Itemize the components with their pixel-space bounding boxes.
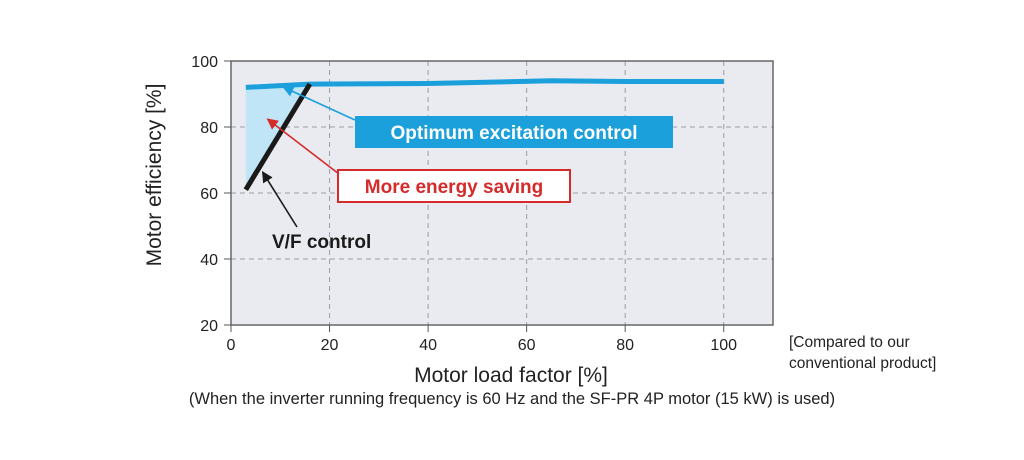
comparison-note: [Compared to our conventional product] bbox=[789, 332, 936, 374]
y-tick-label-100: 100 bbox=[191, 54, 218, 71]
annotations: Optimum excitation control More energy sa… bbox=[261, 86, 673, 253]
vf-control-label: V/F control bbox=[272, 232, 371, 253]
x-tick-label-0: 0 bbox=[227, 337, 236, 354]
comparison-note-line2: conventional product] bbox=[789, 355, 937, 372]
y-tick-label-40: 40 bbox=[200, 252, 218, 269]
optimum-label: Optimum excitation control bbox=[390, 123, 637, 144]
x-tick-label-20: 20 bbox=[321, 337, 339, 354]
footnote: (When the inverter running frequency is … bbox=[188, 390, 836, 408]
optimum-excitation-line bbox=[245, 78, 724, 90]
y-tick-label-20: 20 bbox=[200, 318, 218, 335]
comparison-note-line1: [Compared to our bbox=[789, 334, 910, 351]
energy-saving-label: More energy saving bbox=[365, 177, 543, 198]
vf-control-arrow bbox=[261, 170, 298, 228]
series-lines bbox=[243, 78, 724, 191]
energy-saving-label-box bbox=[337, 169, 571, 203]
x-tick-label-100: 100 bbox=[710, 337, 737, 354]
optimum-arrow bbox=[282, 86, 356, 121]
y-tick-label-80: 80 bbox=[200, 120, 218, 137]
y-tick-label-60: 60 bbox=[200, 186, 218, 203]
y-axis-label: Motor efficiency [%] bbox=[143, 84, 166, 267]
x-tick-label-60: 60 bbox=[518, 337, 536, 354]
energy-saving-arrow bbox=[266, 118, 340, 175]
x-axis-label: Motor load factor [%] bbox=[414, 364, 608, 387]
vf-control-line bbox=[243, 82, 312, 191]
optimum-label-box bbox=[355, 116, 673, 148]
x-tick-label-40: 40 bbox=[419, 337, 437, 354]
tick-labels: 0 20 40 60 80 100 20 40 60 80 100 bbox=[191, 54, 737, 354]
x-tick-label-80: 80 bbox=[616, 337, 634, 354]
